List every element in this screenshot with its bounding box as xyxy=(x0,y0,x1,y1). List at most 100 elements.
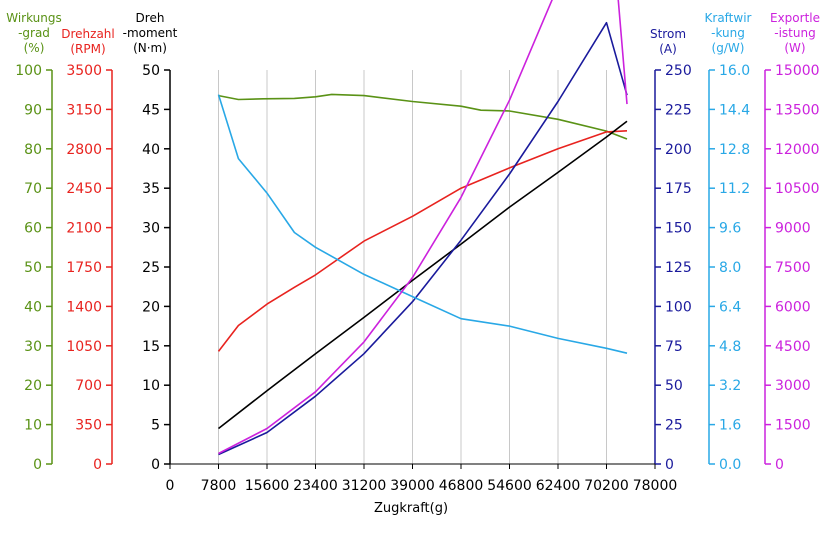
tick-label: 1750 xyxy=(66,260,102,276)
x-tick-label: 46800 xyxy=(439,478,484,494)
axis-title: (RPM) xyxy=(70,42,105,56)
x-tick-label: 54600 xyxy=(487,478,532,494)
tick-label: 0.0 xyxy=(719,457,741,473)
tick-label: 10 xyxy=(24,418,42,434)
axis-title: (%) xyxy=(24,41,45,55)
tick-label: 9.6 xyxy=(719,221,741,237)
series-line-current xyxy=(218,21,628,456)
tick-label: 1500 xyxy=(775,418,811,434)
tick-label: 2800 xyxy=(66,142,102,158)
tick-label: 3500 xyxy=(66,63,102,79)
tick-label: 45 xyxy=(142,102,160,118)
tick-label: 40 xyxy=(24,299,42,315)
tick-label: 35 xyxy=(142,181,160,197)
x-tick-label: 0 xyxy=(166,478,175,494)
tick-label: 175 xyxy=(665,181,692,197)
vertical-gridlines xyxy=(218,70,656,464)
axis-title: Drehzahl xyxy=(61,27,115,41)
y-axis-power: 0 1500 3000 4500 6000 7500 9000 10500 12000 13500… xyxy=(764,11,820,473)
y-axis-rpm: 0 350 700 1050 1400 1750 2100 2450 2800 3150 3500 D… xyxy=(61,27,115,473)
tick-label: 4.8 xyxy=(719,339,741,355)
tick-label: 10500 xyxy=(775,181,820,197)
tick-label: 9000 xyxy=(775,221,811,237)
tick-label: 100 xyxy=(665,299,692,315)
tick-label: 4500 xyxy=(775,339,811,355)
series-lines xyxy=(217,0,628,456)
x-tick-label: 62400 xyxy=(536,478,581,494)
x-tick-label: 7800 xyxy=(201,478,237,494)
axis-title: (N·m) xyxy=(133,41,167,55)
x-tick-label: 78000 xyxy=(633,478,678,494)
x-axis: 0 7800 15600 23400 31200 39000 46800 54600 62400… xyxy=(166,463,678,494)
axis-title: (A) xyxy=(659,42,677,56)
series-line-rpm xyxy=(217,130,628,352)
tick-label: 3150 xyxy=(66,102,102,118)
tick-label: 1.6 xyxy=(719,418,741,434)
tick-label: 3.2 xyxy=(719,378,741,394)
axis-title: -istung xyxy=(774,26,815,40)
tick-label: 30 xyxy=(24,339,42,355)
tick-label: 0 xyxy=(93,457,102,473)
axis-title: Exportle xyxy=(770,11,820,25)
axis-title: -kung xyxy=(711,26,745,40)
tick-label: 20 xyxy=(142,299,160,315)
tick-label: 6000 xyxy=(775,299,811,315)
axis-title: Strom xyxy=(650,27,686,41)
tick-label: 250 xyxy=(665,63,692,79)
x-tick-label: 23400 xyxy=(293,478,338,494)
tick-label: 14.4 xyxy=(719,102,750,118)
tick-label: 25 xyxy=(142,260,160,276)
tick-label: 5 xyxy=(151,418,160,434)
tick-label: 3000 xyxy=(775,378,811,394)
tick-label: 13500 xyxy=(775,102,820,118)
tick-label: 70 xyxy=(24,181,42,197)
tick-label: 125 xyxy=(665,260,692,276)
tick-label: 200 xyxy=(665,142,692,158)
tick-label: 350 xyxy=(75,418,102,434)
tick-label: 50 xyxy=(24,260,42,276)
x-tick-label: 70200 xyxy=(584,478,629,494)
tick-label: 20 xyxy=(24,378,42,394)
axis-title: (g/W) xyxy=(712,41,745,55)
tick-label: 10 xyxy=(142,378,160,394)
axis-title: (W) xyxy=(784,41,805,55)
tick-label: 11.2 xyxy=(719,181,750,197)
tick-label: 6.4 xyxy=(719,299,741,315)
series-line-eff xyxy=(218,93,628,140)
y-axis-thrusteff: 0.0 1.6 3.2 4.8 6.4 8.0 9.6 11.2 12.8 14.4 16.0 Kra… xyxy=(705,11,752,473)
tick-label: 1400 xyxy=(66,299,102,315)
axis-title: -moment xyxy=(123,26,178,40)
tick-label: 225 xyxy=(665,102,692,118)
tick-label: 12.8 xyxy=(719,142,750,158)
tick-label: 0 xyxy=(33,457,42,473)
tick-label: 0 xyxy=(775,457,784,473)
series-line-power xyxy=(218,0,628,455)
x-tick-label: 39000 xyxy=(390,478,435,494)
tick-label: 1050 xyxy=(66,339,102,355)
x-tick-label: 31200 xyxy=(342,478,387,494)
tick-label: 2450 xyxy=(66,181,102,197)
axis-title: Wirkungs xyxy=(6,11,62,25)
tick-label: 15 xyxy=(142,339,160,355)
x-tick-label: 15600 xyxy=(245,478,290,494)
tick-label: 90 xyxy=(24,102,42,118)
tick-label: 0 xyxy=(665,457,674,473)
axis-title: Dreh xyxy=(136,11,165,25)
axis-title: -grad xyxy=(18,26,50,40)
tick-label: 0 xyxy=(151,457,160,473)
tick-label: 150 xyxy=(665,221,692,237)
tick-label: 7500 xyxy=(775,260,811,276)
tick-label: 30 xyxy=(142,221,160,237)
tick-label: 60 xyxy=(24,221,42,237)
tick-label: 50 xyxy=(665,378,683,394)
tick-label: 15000 xyxy=(775,63,820,79)
tick-label: 2100 xyxy=(66,221,102,237)
tick-label: 40 xyxy=(142,142,160,158)
tick-label: 75 xyxy=(665,339,683,355)
x-axis-label: Zugkraft(g) xyxy=(374,501,448,516)
tick-label: 50 xyxy=(142,63,160,79)
y-axis-current: 0 25 50 75 100 125 150 175 200 225 250 Strom(A) xyxy=(650,27,692,473)
series-line-thrusteff xyxy=(217,94,628,354)
tick-label: 16.0 xyxy=(719,63,750,79)
